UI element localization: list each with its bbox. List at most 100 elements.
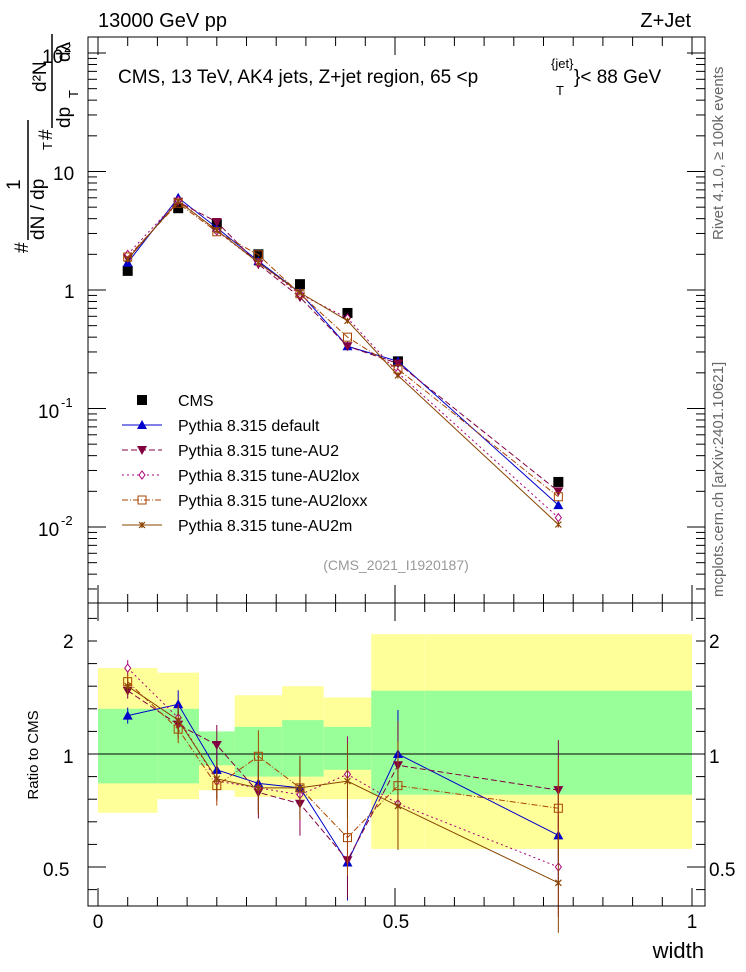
series-line-default xyxy=(127,197,559,506)
ytick-exp-0p1: -1 xyxy=(61,395,73,410)
point-au2m xyxy=(124,255,132,263)
point-au2 xyxy=(553,487,564,497)
ratio-line-au2 xyxy=(127,690,559,862)
ratio-y-label: Ratio to CMS xyxy=(25,710,42,799)
ratio-point-au2m xyxy=(124,682,132,690)
ratio-point-default xyxy=(173,699,184,709)
point-au2m xyxy=(296,289,304,297)
legend-marker-au2m xyxy=(138,521,146,529)
series-default xyxy=(122,192,564,510)
point-default xyxy=(553,500,564,510)
point-cms xyxy=(294,279,305,290)
legend-item-cms: CMS xyxy=(137,393,214,410)
ylabel-numerator-2: d²N xyxy=(30,61,51,92)
legend-label-au2lox: Pythia 8.315 tune-AU2lox xyxy=(178,468,359,485)
analysis-id: (CMS_2021_I1920187) xyxy=(323,557,469,573)
ratio-plot-area xyxy=(122,660,564,933)
point-au2m xyxy=(554,521,562,528)
main-title-sup: {jet} xyxy=(551,56,574,71)
main-title: CMS, 13 TeV, AK4 jets, Z+jet region, 65 … xyxy=(118,56,661,98)
point-au2loxx xyxy=(553,492,563,502)
energy-label: 13000 GeV pp xyxy=(98,10,227,32)
ylabel-denominator-sub-2: T xyxy=(66,90,81,98)
ratio-point-au2 xyxy=(211,740,222,750)
point-au2loxx xyxy=(342,332,352,342)
legend-item-au2lox: Pythia 8.315 tune-AU2lox xyxy=(122,468,359,485)
x-axis-label: width xyxy=(652,938,704,963)
ratio-point-au2lox xyxy=(124,663,132,673)
legend-item-default: Pythia 8.315 default xyxy=(122,418,320,435)
point-cms xyxy=(553,476,564,487)
series-au2m xyxy=(124,197,562,528)
xtick-label-1: 1 xyxy=(687,912,698,933)
ytick-label-0p1: 10 xyxy=(38,402,59,423)
ylabel-denominator-2: dp xyxy=(54,107,75,128)
ytick-label-1: 1 xyxy=(64,282,75,303)
main-y-tick-labels: 10 2 1 10 -1 10 -2 10 xyxy=(38,40,75,541)
ratio-plot-panel: 0.5 1 2 0.5 1 2 Ratio to CMS xyxy=(25,602,735,933)
mcplots-label: mcplots.cern.ch [arXiv:2401.10621] xyxy=(710,362,727,597)
main-title-text: CMS, 13 TeV, AK4 jets, Z+jet region, 65 … xyxy=(118,67,478,88)
legend-marker-default xyxy=(137,420,147,429)
point-au2 xyxy=(211,217,222,227)
legend-item-au2: Pythia 8.315 tune-AU2 xyxy=(122,443,339,460)
ytick-label-10: 10 xyxy=(53,164,74,185)
ratio-series-au2m xyxy=(124,678,562,933)
ylabel-numerator-1: 1 xyxy=(4,179,25,190)
ratio-point-au2m xyxy=(344,777,351,785)
ytick-exp-100: 2 xyxy=(64,40,71,55)
ylabel-denominator-sub-1: T xyxy=(40,142,55,150)
ytick-label-0p01: 10 xyxy=(38,520,59,541)
point-au2m xyxy=(174,197,182,205)
ratio-point-au2loxx xyxy=(553,803,563,813)
rivet-label: Rivet 4.1.0, ≥ 100k events xyxy=(710,67,727,240)
xtick-label-0p5: 0.5 xyxy=(383,912,409,933)
point-au2lox xyxy=(554,512,562,523)
main-title-tail: }< 88 GeV xyxy=(574,67,661,88)
series-line-au2lox xyxy=(127,199,559,518)
point-cms xyxy=(122,265,133,276)
main-plot-area xyxy=(122,192,564,528)
legend-marker-au2 xyxy=(137,446,147,455)
point-au2loxx xyxy=(253,250,263,260)
legend-item-au2loxx: Pythia 8.315 tune-AU2loxx xyxy=(122,493,367,510)
ratio-ytick-label-0p5-right: 0.5 xyxy=(709,860,735,881)
ratio-point-au2m xyxy=(174,716,182,724)
ratio-band-green xyxy=(282,720,324,777)
ratio-point-au2m xyxy=(394,802,402,810)
point-au2m xyxy=(213,226,221,234)
point-cms xyxy=(342,307,353,318)
point-au2m xyxy=(394,372,402,379)
legend-marker-cms xyxy=(137,395,147,405)
legend-label-au2loxx: Pythia 8.315 tune-AU2loxx xyxy=(178,493,367,510)
ylabel-denominator-lambda: dλ xyxy=(54,41,75,62)
main-y-label: # 1 dN / dp T # d²N dp T dλ xyxy=(4,34,81,253)
ratio-ytick-label-2: 2 xyxy=(63,632,74,653)
point-au2 xyxy=(392,359,403,369)
point-cms xyxy=(173,203,184,214)
legend: CMS Pythia 8.315 default Pythia 8.315 tune… xyxy=(122,393,367,535)
ratio-point-au2loxx xyxy=(253,751,263,761)
ratio-point-default xyxy=(122,710,133,720)
ratio-ytick-label-0p5: 0.5 xyxy=(43,860,69,881)
ratio-y-axis xyxy=(88,617,705,891)
ratio-line-au2loxx xyxy=(127,681,559,839)
ratio-point-au2m xyxy=(213,775,221,783)
legend-marker-au2lox xyxy=(138,470,146,480)
series-line-au2m xyxy=(127,200,559,525)
legend-marker-au2loxx xyxy=(137,495,147,505)
legend-item-au2m: Pythia 8.315 tune-AU2m xyxy=(122,518,352,535)
ratio-point-au2m xyxy=(296,784,304,792)
legend-label-au2: Pythia 8.315 tune-AU2 xyxy=(178,443,339,460)
ratio-ytick-label-2-right: 2 xyxy=(709,632,720,653)
ytick-exp-0p01: -2 xyxy=(61,513,73,528)
main-y-axis xyxy=(88,52,705,590)
ylabel-hash-1: # xyxy=(12,242,33,253)
point-au2m xyxy=(344,317,351,325)
point-au2 xyxy=(342,342,353,352)
main-title-sub: T xyxy=(556,83,564,98)
ratio-line-au2m xyxy=(127,685,559,884)
series-line-au2loxx xyxy=(127,202,559,498)
ratio-ytick-label-1-right: 1 xyxy=(709,747,720,768)
